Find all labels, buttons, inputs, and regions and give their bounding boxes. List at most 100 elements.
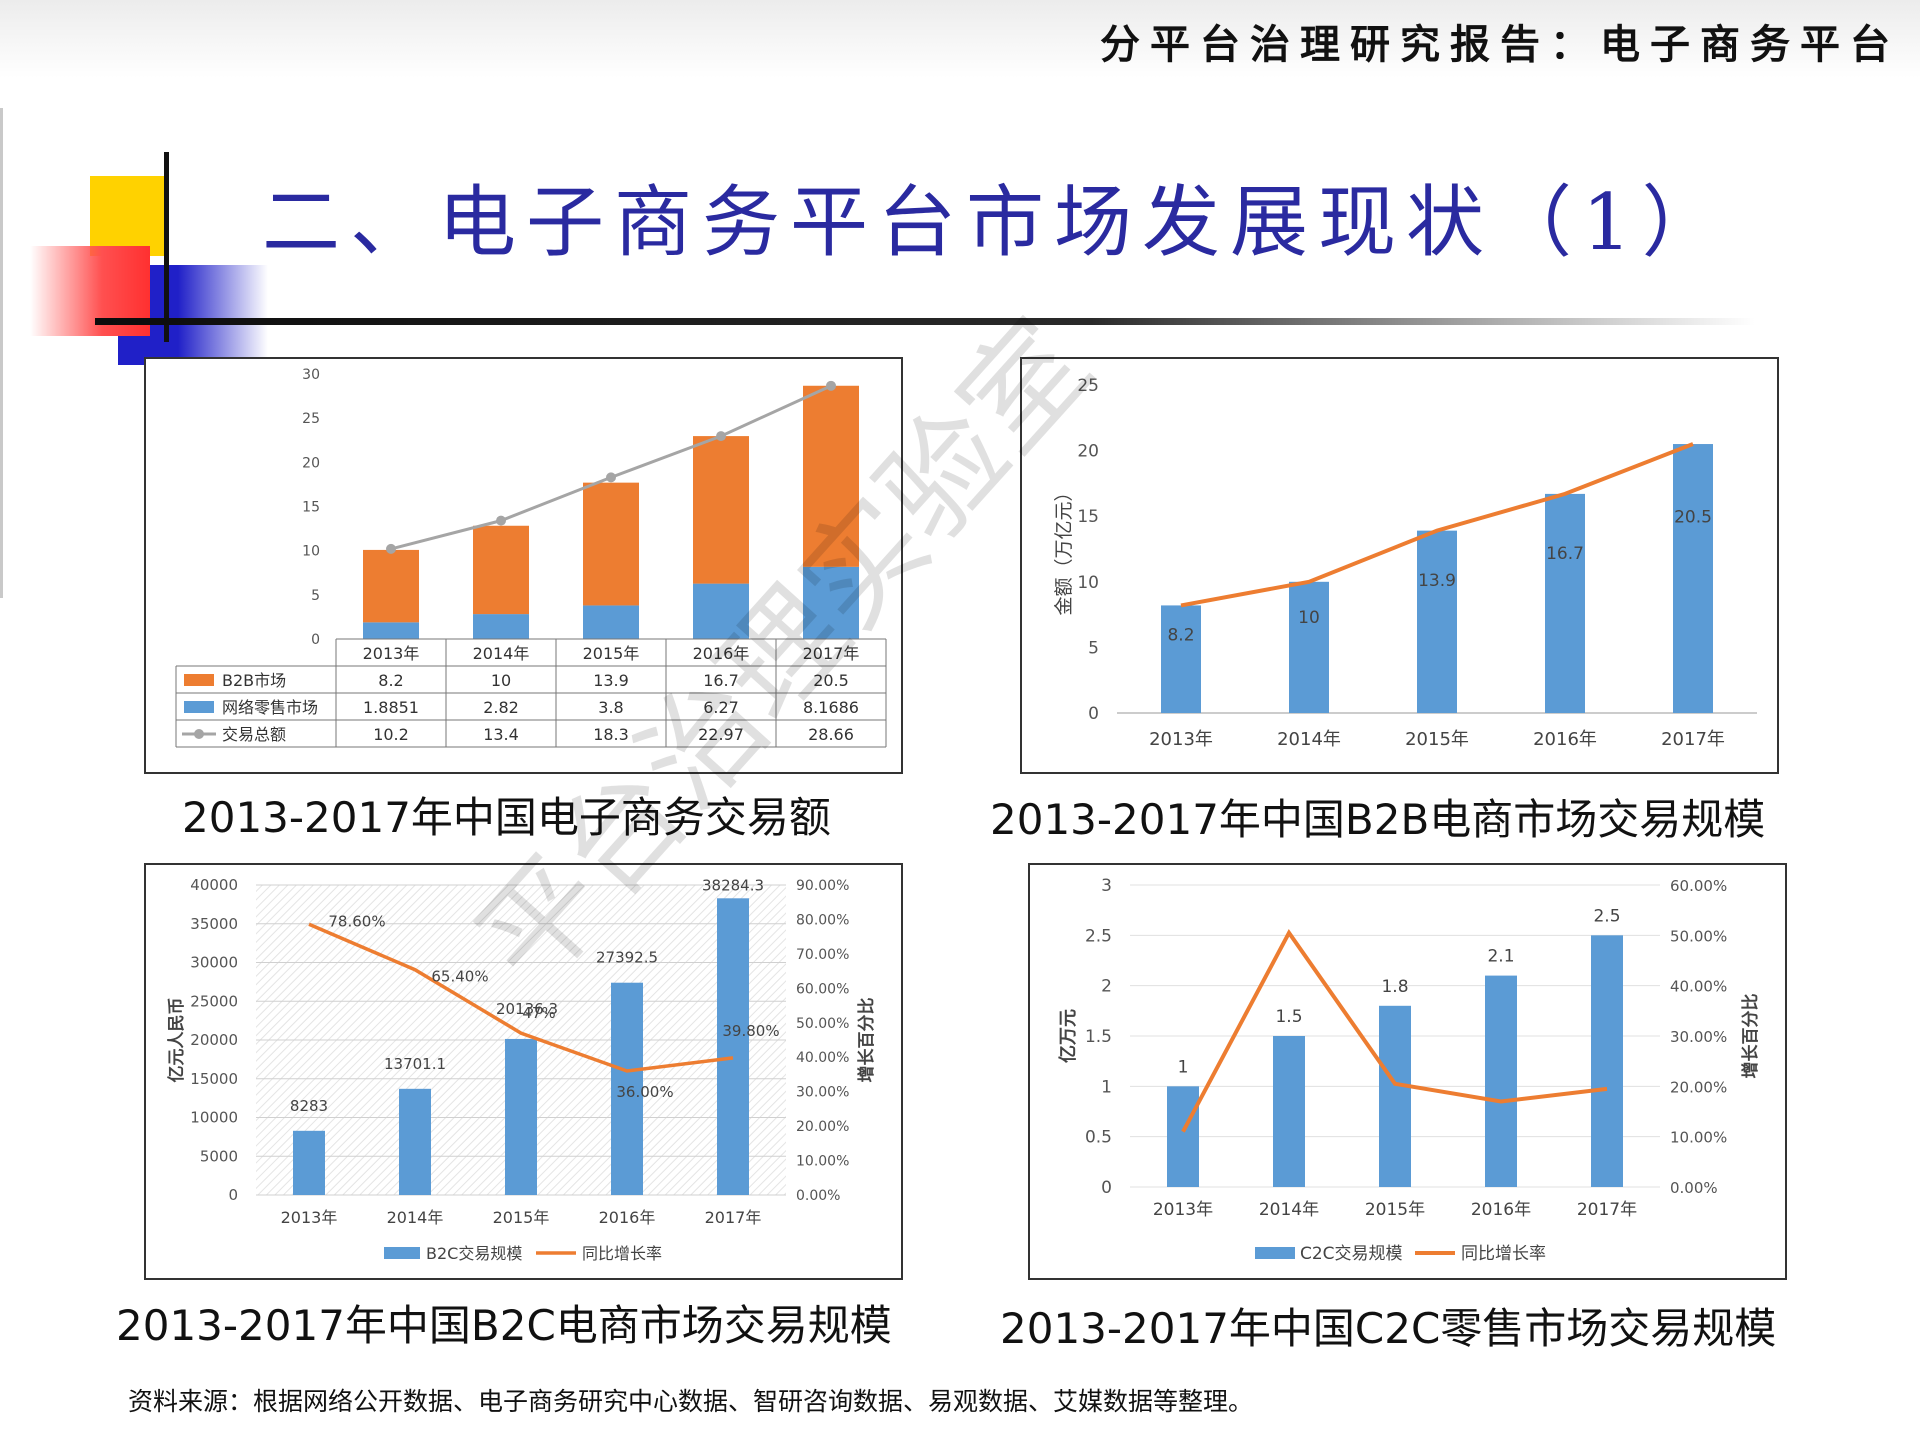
bar-b2b (1673, 444, 1713, 713)
y-tick-label: 35000 (190, 915, 238, 933)
vertical-rule (164, 152, 169, 342)
source-note: 资料来源：根据网络公开数据、电子商务研究中心数据、智研咨询数据、易观数据、艾媒数… (128, 1387, 1254, 1416)
caption-c2c: 2013-2017年中国C2C零售市场交易规模 (1000, 1304, 1777, 1353)
y2-tick-label: 50.00% (1670, 927, 1727, 945)
bar-value-label: 1.8 (1381, 977, 1408, 997)
y2-tick-label: 10.00% (1670, 1129, 1727, 1147)
bar-b2b (1289, 581, 1329, 713)
table-cell: 16.7 (703, 671, 739, 690)
chart-b2b: 0 5 10 15 20 25 金额（万亿元） 2013年 2014年 2015年 2016年 201… (1053, 376, 1757, 750)
x-tick-label: 2015年 (583, 644, 640, 663)
y-tick-label: 25 (302, 411, 320, 427)
y-tick-label: 0 (228, 1186, 238, 1204)
bar-b2b (583, 482, 639, 606)
y-tick-label: 0.5 (1085, 1128, 1112, 1148)
bar-b2c (399, 1088, 431, 1195)
y2-tick-label: 90.00% (796, 878, 849, 894)
y2-tick-label: 40.00% (796, 1050, 849, 1066)
bar-value-label: 20136.3 (496, 1000, 558, 1018)
y2-tick-label: 70.00% (796, 947, 849, 963)
x-tick-label: 2015年 (1365, 1200, 1425, 1220)
y2-tick-label: 20.00% (796, 1119, 849, 1135)
caption-b2c: 2013-2017年中国B2C电商市场交易规模 (116, 1301, 892, 1350)
data-label: 10 (1298, 608, 1320, 628)
x-tick-label: 2016年 (599, 1208, 656, 1227)
bar-net-retail (363, 622, 419, 639)
y-tick-label: 10 (1077, 573, 1099, 593)
y2-tick-label: 30.00% (796, 1085, 849, 1101)
caption-b2b: 2013-2017年中国B2B电商市场交易规模 (990, 795, 1766, 844)
y-tick-label: 30000 (190, 954, 238, 972)
bar-b2c (293, 1130, 325, 1195)
data-label: 8.2 (1167, 625, 1194, 645)
point-total (386, 543, 396, 554)
chart-panel-ecommerce-total: 0 5 10 15 20 25 30 2013年 2014年 2015年 2016年 2017年 B2B… (144, 357, 903, 774)
table-cell: 6.27 (703, 698, 739, 717)
title-underline (95, 318, 1755, 325)
legend-label: C2C交易规模 (1300, 1244, 1403, 1264)
report-header: 分平台治理研究报告：电子商务平台 (1100, 21, 1900, 68)
bar-b2c (505, 1038, 537, 1195)
legend-swatch (184, 674, 214, 686)
bar-c2c (1167, 1086, 1199, 1187)
y2-tick-label: 60.00% (796, 981, 849, 997)
bar-value-label: 8283 (290, 1097, 328, 1115)
bar-net-retail (583, 605, 639, 639)
y-tick-label: 3 (1101, 876, 1112, 896)
header-band (0, 0, 1920, 78)
y-tick-label: 5000 (200, 1147, 238, 1165)
bar-b2b (1417, 530, 1457, 713)
data-label: 16.7 (1546, 544, 1584, 564)
y-tick-label: 25 (1077, 376, 1099, 396)
y-axis-label: 金额（万亿元） (1053, 482, 1075, 615)
table-cell: 10.2 (373, 725, 409, 744)
legend-label: B2B市场 (222, 671, 286, 690)
left-edge-line (0, 108, 3, 598)
y2-tick-label: 30.00% (1670, 1028, 1727, 1046)
legend-label: 网络零售市场 (222, 698, 318, 717)
y2-axis-label: 增长百分比 (1740, 994, 1761, 1079)
x-tick-label: 2013年 (281, 1208, 338, 1227)
legend-label: B2C交易规模 (426, 1244, 522, 1263)
x-tick-label: 2017年 (705, 1208, 762, 1227)
y-tick-label: 1.5 (1085, 1027, 1112, 1047)
legend-swatch (384, 1247, 420, 1259)
y-axis-label: 亿万元 (1057, 1009, 1079, 1063)
legend-swatch-point (194, 729, 204, 739)
x-tick-label: 2014年 (473, 644, 530, 663)
caption-ecommerce-total: 2013-2017年中国电子商务交易额 (182, 793, 831, 842)
bar-c2c (1379, 1005, 1411, 1187)
x-tick-label: 2013年 (1153, 1200, 1213, 1220)
x-tick-label: 2015年 (1405, 729, 1469, 750)
bar-c2c (1273, 1036, 1305, 1187)
bar-b2b (473, 525, 529, 615)
x-tick-label: 2014年 (1277, 729, 1341, 750)
line-growth (1181, 929, 1608, 1133)
legend-label: 交易总额 (222, 725, 286, 744)
x-tick-label: 2016年 (693, 644, 750, 663)
y-tick-label: 2 (1101, 977, 1112, 997)
y2-tick-label: 60.00% (1670, 877, 1727, 895)
table-cell: 28.66 (808, 725, 854, 744)
legend-label: 同比增长率 (582, 1244, 662, 1263)
x-tick-label: 2015年 (493, 1208, 550, 1227)
x-tick-label: 2014年 (1259, 1200, 1319, 1220)
bar-b2b (693, 436, 749, 584)
y-tick-label: 0 (1101, 1178, 1112, 1198)
bar-value-label: 2.5 (1593, 906, 1620, 926)
bar-value-label: 2.1 (1487, 947, 1514, 967)
table-cell: 1.8851 (363, 698, 419, 717)
bar-b2b (1161, 605, 1201, 713)
y2-tick-label: 0.00% (1670, 1179, 1718, 1197)
data-label: 13.9 (1418, 571, 1456, 591)
x-tick-label: 2014年 (387, 1208, 444, 1227)
line-growth (308, 922, 734, 1073)
table-cell: 2.82 (483, 698, 519, 717)
x-tick-label: 2017年 (1661, 729, 1725, 750)
line-b2b-trend (1180, 442, 1694, 608)
bar-value-label: 27392.5 (596, 949, 658, 967)
bar-b2b (1545, 493, 1585, 713)
bar-b2b (803, 385, 859, 567)
y2-tick-label: 40.00% (1670, 978, 1727, 996)
y2-tick-label: 0.00% (796, 1188, 840, 1204)
